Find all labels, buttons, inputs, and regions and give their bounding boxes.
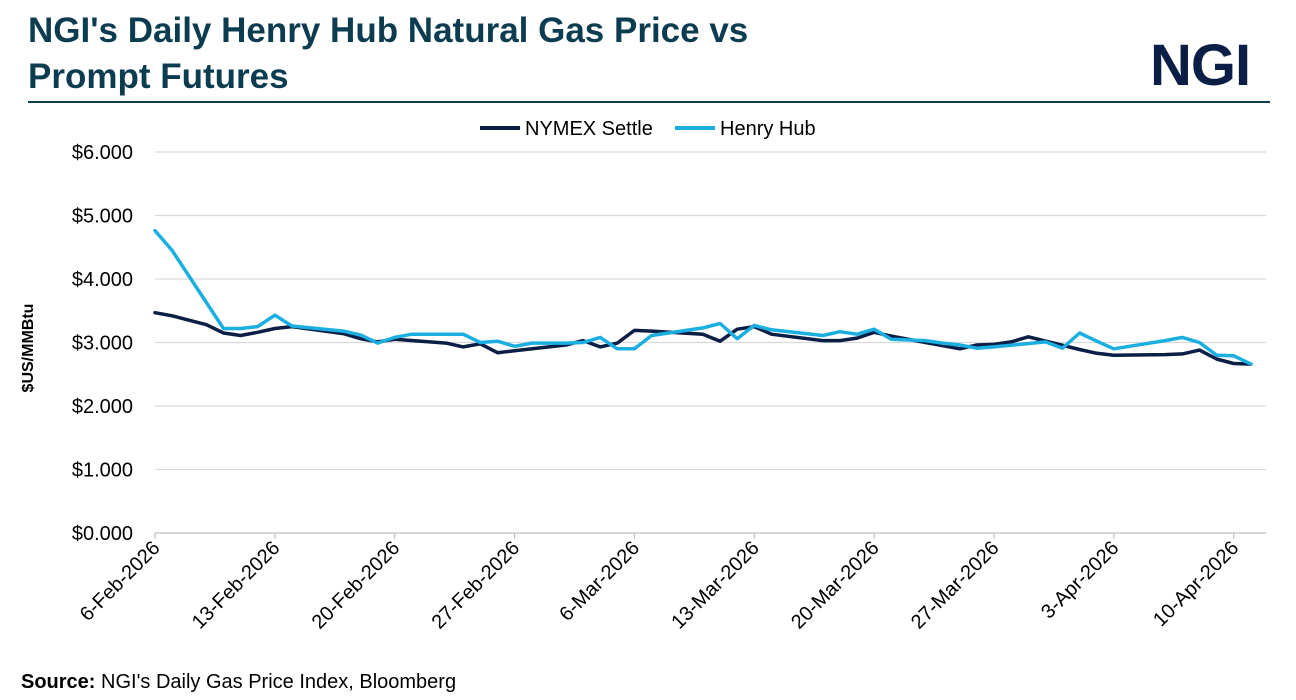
y-tick-label: $0.000 <box>72 523 133 545</box>
y-tick-label: $3.000 <box>72 333 133 355</box>
series-line-nymex-settle <box>153 310 1253 366</box>
legend-item-henry-hub: Henry Hub <box>675 118 816 140</box>
y-tick-label: $5.000 <box>72 206 133 228</box>
chart-title: NGI's Daily Henry Hub Natural Gas Price … <box>28 8 928 100</box>
y-tick-label: $4.000 <box>72 269 133 291</box>
x-tick-label: 13-Mar-2026 <box>667 537 764 634</box>
y-tick-label: $6.000 <box>72 142 133 164</box>
source-text: NGI's Daily Gas Price Index, Bloomberg <box>101 671 457 693</box>
legend-label: NYMEX Settle <box>525 118 653 140</box>
chart-svg: $0.000 $1.000 $2.000 $3.000 $4.000 $5.000 $6.0… <box>20 118 1266 634</box>
x-tick-label: 10-Apr-2026 <box>1149 537 1243 631</box>
series-line-henry-hub <box>153 228 1253 366</box>
x-tick-label: 20-Feb-2026 <box>308 537 405 634</box>
x-axis: 6-Feb-2026 13-Feb-2026 20-Feb-2026 27-Feb-2… <box>76 533 1243 634</box>
source-note: Source: NGI's Daily Gas Price Index, Blo… <box>21 671 456 694</box>
grid-layer <box>155 151 1266 534</box>
x-tick-label: 27-Feb-2026 <box>428 537 525 634</box>
chart-title-line-2: Prompt Futures <box>28 57 289 96</box>
x-tick-label: 3-Apr-2026 <box>1037 537 1123 623</box>
legend: NYMEX Settle Henry Hub <box>480 118 816 140</box>
y-axis-label: $US/MMBtu <box>20 304 37 393</box>
legend-item-nymex-settle: NYMEX Settle <box>480 118 653 140</box>
x-tick-label: 6-Mar-2026 <box>555 537 644 626</box>
title-divider <box>28 101 1270 103</box>
ngi-logo: NGI <box>1150 33 1251 98</box>
legend-label: Henry Hub <box>720 118 816 140</box>
chart-title-line-1: NGI's Daily Henry Hub Natural Gas Price … <box>28 11 749 50</box>
series-layer <box>153 228 1253 366</box>
chart-header: NGI's Daily Henry Hub Natural Gas Price … <box>0 0 1296 104</box>
y-tick-label: $2.000 <box>72 396 133 418</box>
y-tick-label: $1.000 <box>72 460 133 482</box>
x-tick-label: 20-Mar-2026 <box>787 537 884 634</box>
x-tick-label: 6-Feb-2026 <box>76 537 165 626</box>
x-tick-label: 27-Mar-2026 <box>907 537 1004 634</box>
source-label: Source: <box>21 671 96 693</box>
x-tick-label: 13-Feb-2026 <box>188 537 285 634</box>
y-axis: $0.000 $1.000 $2.000 $3.000 $4.000 $5.000 $6.0… <box>72 142 133 545</box>
line-chart: $0.000 $1.000 $2.000 $3.000 $4.000 $5.000 $6.0… <box>0 104 1296 670</box>
